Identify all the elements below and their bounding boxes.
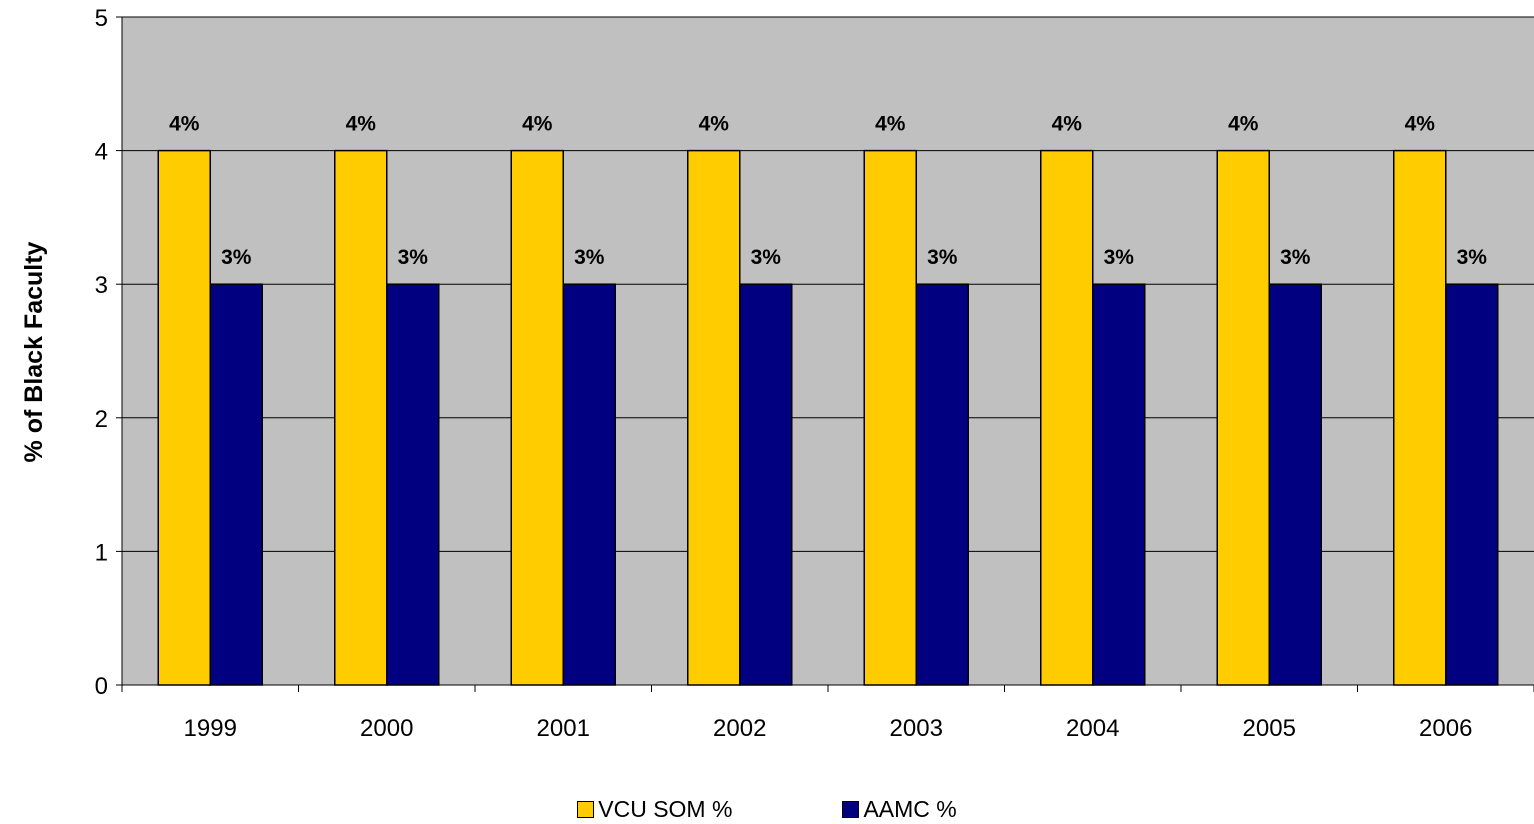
data-label-aamc: 3% [751,246,782,269]
data-label-aamc: 3% [398,246,429,269]
y-tick-label: 1 [95,539,108,566]
bar-vcu [687,149,741,686]
x-tick-label: 2003 [890,715,943,742]
bar-vcu [510,149,564,686]
legend-swatch-vcu [577,800,595,818]
y-tick-label: 3 [95,272,108,299]
data-label-vcu: 4% [1405,113,1436,136]
data-label-vcu: 4% [1052,113,1083,136]
bar-aamc [1092,283,1146,686]
bars [157,149,1499,686]
data-label-vcu: 4% [522,113,553,136]
x-tick-label: 2006 [1419,715,1472,742]
x-tick-label: 2005 [1243,715,1296,742]
bar-aamc [739,283,793,686]
labels: 0 1 2 3 4 5 4% 3% 1999 4% 3% 2000 4% 3% 2001 4% 3% 2002 4%… [95,5,1488,742]
axes [116,16,1534,692]
y-axis-label: % of Black Faculty [20,241,48,462]
legend-item-vcu: VCU SOM % [577,796,732,823]
bar-aamc [915,283,969,686]
data-label-aamc: 3% [1280,246,1311,269]
bar-aamc [386,283,440,686]
bar-aamc [209,283,263,686]
data-label-vcu: 4% [346,113,377,136]
data-label-vcu: 4% [875,113,906,136]
x-tick-label: 2001 [537,715,590,742]
bar-aamc [1268,283,1322,686]
x-tick-label: 2004 [1066,715,1119,742]
y-tick-label: 5 [95,5,108,32]
y-tick-label: 0 [95,673,108,700]
legend-item-aamc: AAMC % [842,795,957,823]
data-label-aamc: 3% [221,246,252,269]
legend-label-vcu: VCU SOM % [598,795,733,822]
bar-aamc [562,283,616,686]
legend: VCU SOM % AAMC % [0,794,1534,824]
data-label-vcu: 4% [1228,113,1259,136]
data-label-aamc: 3% [1457,246,1488,269]
bar-vcu [863,149,917,686]
legend-swatch-aamc [842,800,860,818]
data-label-aamc: 3% [574,246,605,269]
bar-vcu [334,149,388,686]
data-label-aamc: 3% [1104,246,1135,269]
data-label-vcu: 4% [699,113,730,136]
bar-vcu [1393,149,1447,686]
legend-label-aamc: AAMC % [863,795,957,822]
y-tick-label: 4 [95,139,108,166]
data-label-aamc: 3% [927,246,958,269]
x-tick-label: 1999 [184,715,237,742]
bar-vcu [1216,149,1270,686]
bar-vcu [157,149,211,686]
y-tick-label: 2 [95,406,108,433]
bar-chart: 0 1 2 3 4 5 4% 3% 1999 4% 3% 2000 4% 3% 2001 4% 3% 2002 4%… [20,5,1534,742]
data-label-vcu: 4% [169,113,200,136]
bar-aamc [1445,283,1499,686]
plot-area [122,17,1534,685]
x-tick-label: 2000 [360,715,413,742]
bar-vcu [1040,149,1094,686]
x-tick-label: 2002 [713,715,766,742]
